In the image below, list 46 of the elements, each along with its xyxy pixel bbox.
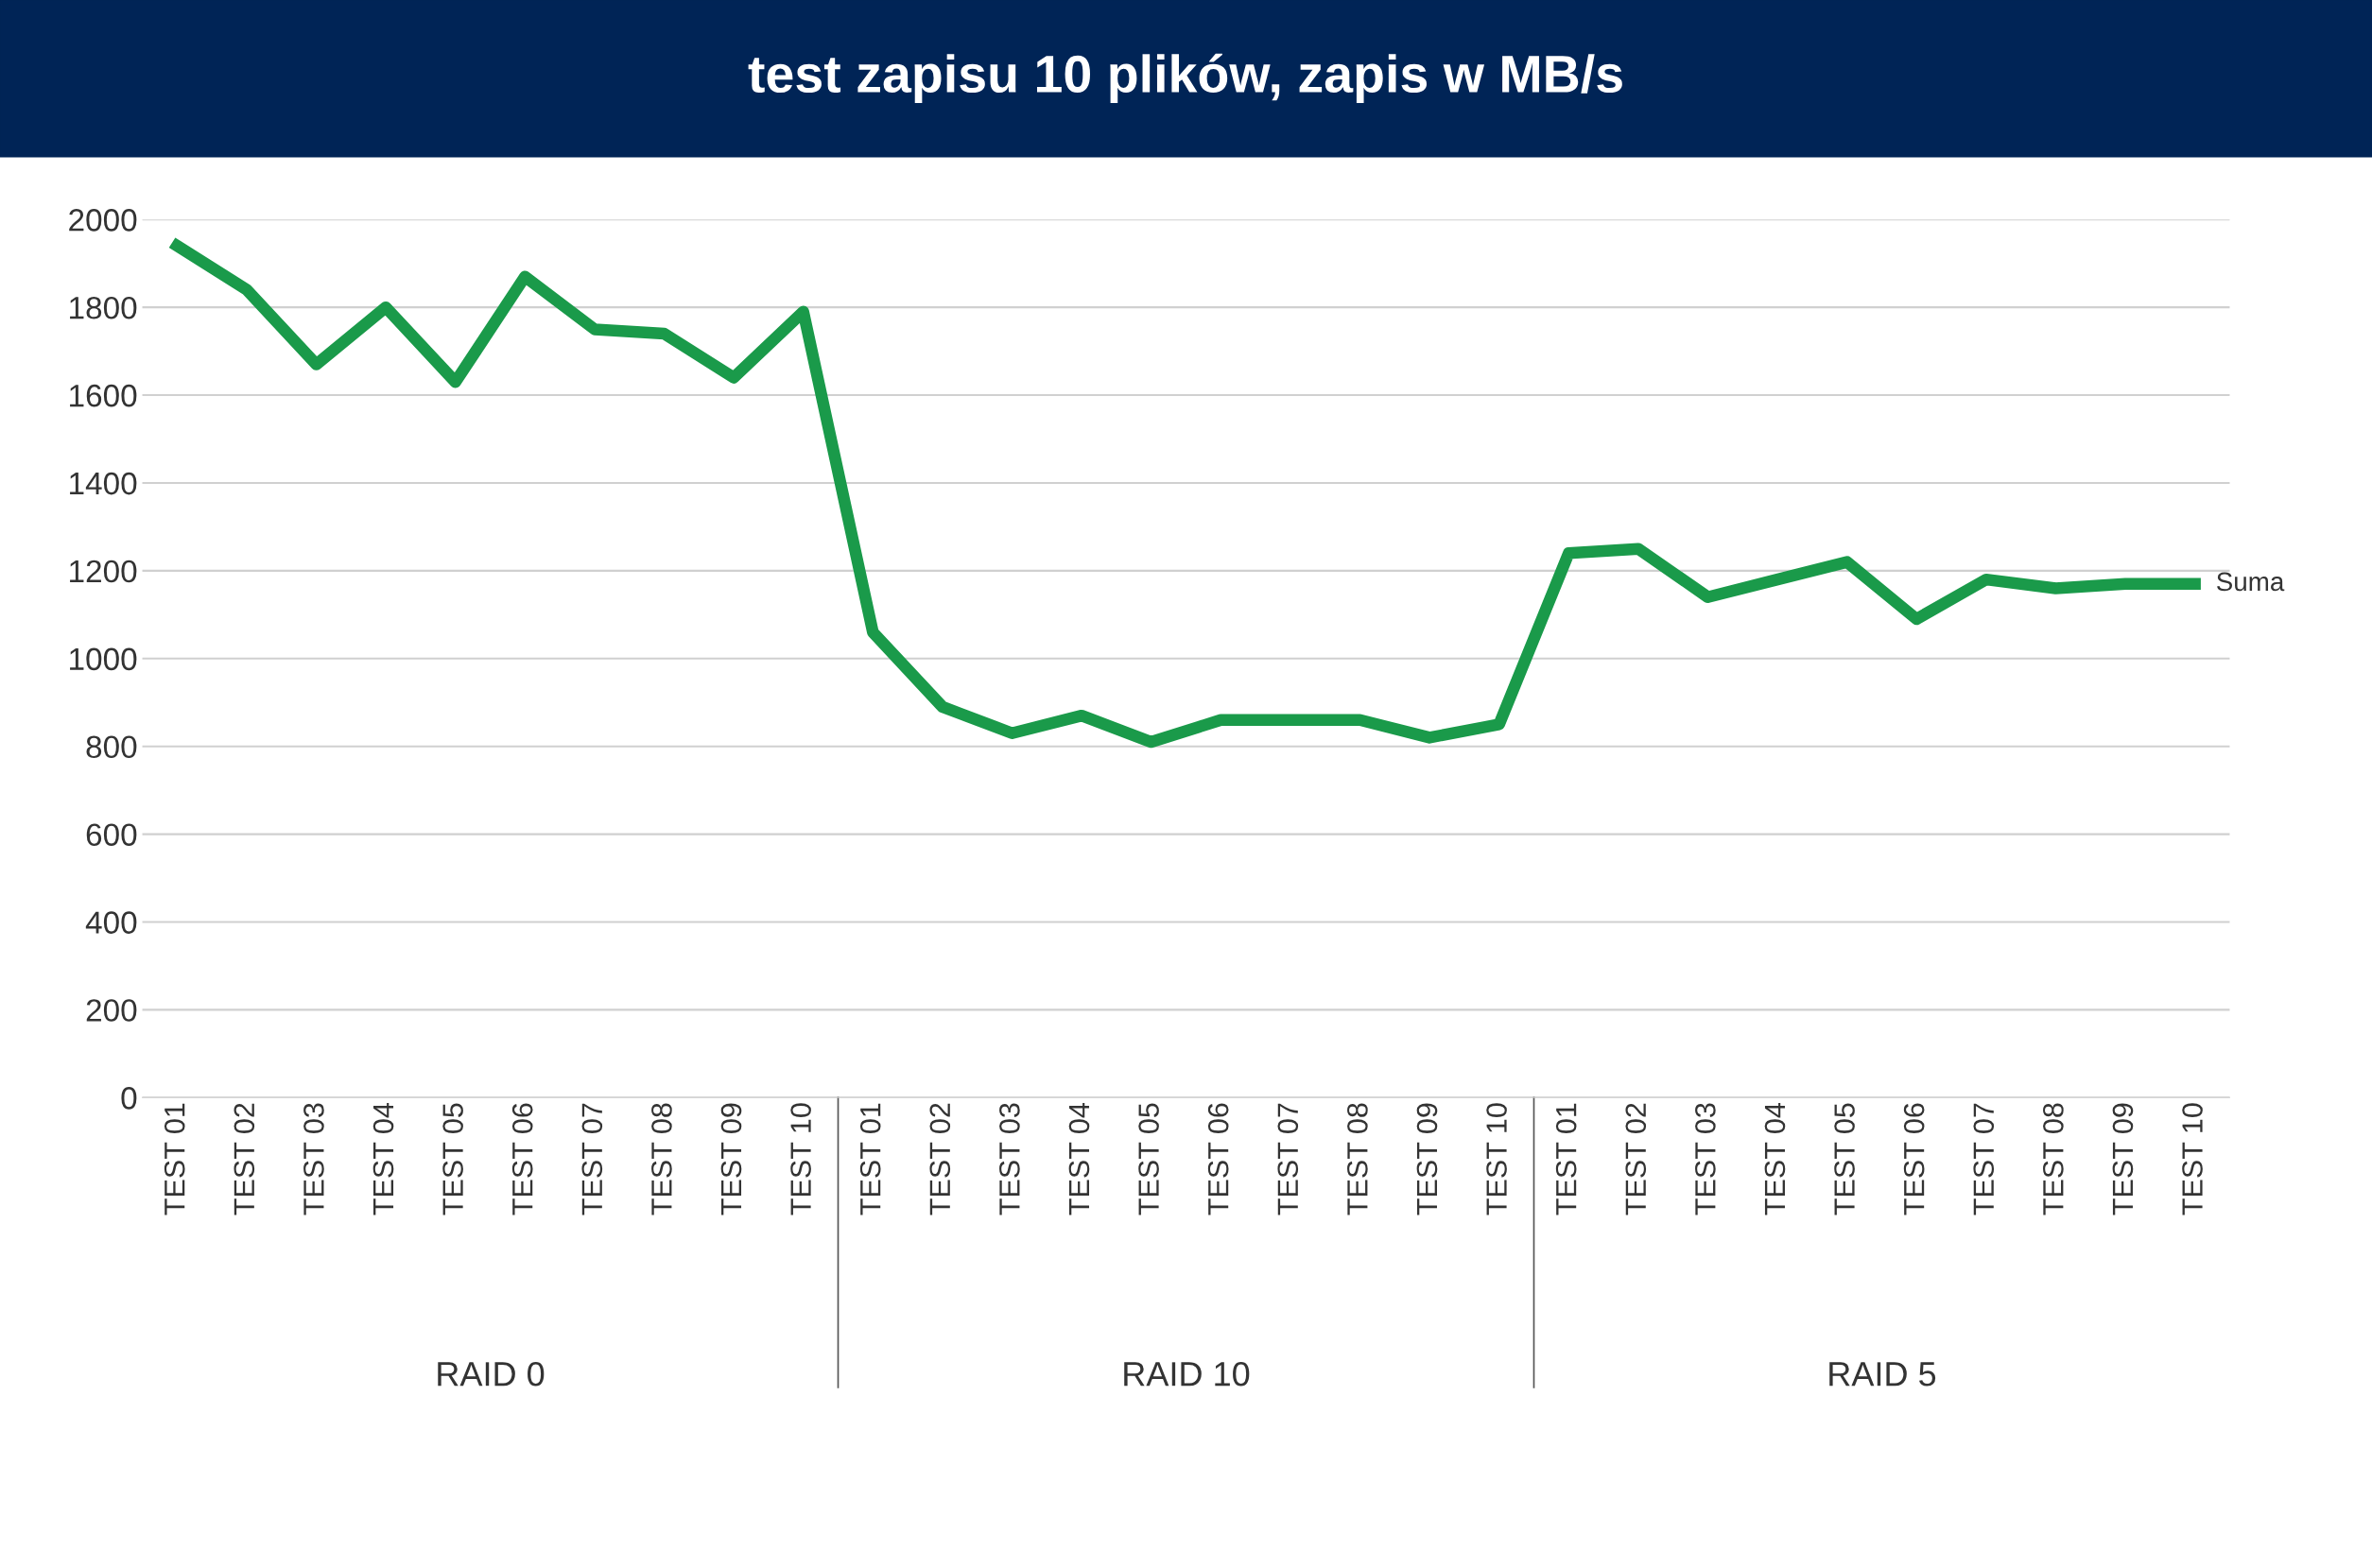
y-tick-label: 0 <box>121 1087 137 1110</box>
x-tick-label: TEST 09 <box>720 1103 742 1215</box>
x-tick-label: TEST 02 <box>929 1103 951 1215</box>
x-tick-label: TEST 01 <box>164 1103 185 1215</box>
y-tick-label: 1000 <box>70 647 137 671</box>
series-label: Suma <box>2217 572 2285 592</box>
y-tick-label: 400 <box>85 911 137 934</box>
x-tick-label: TEST 02 <box>1625 1103 1647 1215</box>
x-tick-label: TEST 09 <box>1416 1103 1438 1215</box>
x-tick-label: TEST 09 <box>2112 1103 2134 1215</box>
x-tick-label: TEST 05 <box>1834 1103 1855 1215</box>
x-tick-label: TEST 04 <box>1764 1103 1786 1215</box>
chart-title: test zapisu 10 plików, zapis w MB/s <box>748 53 1622 104</box>
x-tick-label: TEST 06 <box>1903 1103 1925 1215</box>
x-tick-label: TEST 01 <box>859 1103 881 1215</box>
text: RAID 5 <box>1829 1362 1936 1387</box>
x-tick-label: TEST 05 <box>442 1103 463 1215</box>
x-tick-label: TEST 07 <box>581 1103 603 1215</box>
x-tick-label: TEST 03 <box>1695 1103 1716 1215</box>
y-tick-label: 1400 <box>70 472 137 495</box>
x-tick-label: TEST 08 <box>2043 1103 2064 1215</box>
x-tick-label: TEST 07 <box>1277 1103 1299 1215</box>
x-tick-label: TEST 10 <box>790 1103 811 1215</box>
y-tick-label: 800 <box>86 735 137 759</box>
x-tick-label: TEST 08 <box>651 1103 672 1215</box>
x-tick-label: TEST 05 <box>1138 1103 1159 1215</box>
x-tick-label: TEST 10 <box>1486 1103 1507 1215</box>
y-tick-label: 1200 <box>70 560 137 583</box>
y-tick-label: 2000 <box>69 209 137 232</box>
y-tick-label: 200 <box>86 999 137 1022</box>
x-tick-label: TEST 03 <box>999 1103 1020 1215</box>
x-tick-label: TEST 02 <box>234 1103 255 1215</box>
x-tick-label: TEST 06 <box>511 1103 533 1215</box>
x-tick-label: TEST 10 <box>2182 1103 2203 1215</box>
x-tick-label: TEST 08 <box>1347 1103 1368 1215</box>
y-tick-label: 600 <box>86 823 137 846</box>
y-tick-label: 1800 <box>70 296 137 319</box>
text: RAID 10 <box>1124 1361 1250 1387</box>
x-tick-label: TEST 04 <box>1068 1103 1090 1215</box>
x-tick-label: TEST 01 <box>1555 1103 1577 1215</box>
x-tick-label: TEST 04 <box>372 1103 394 1215</box>
x-tick-label: TEST 06 <box>1207 1103 1229 1215</box>
y-tick-label: 1600 <box>70 384 137 407</box>
x-tick-label: TEST 03 <box>303 1103 324 1215</box>
x-tick-label: TEST 07 <box>1973 1103 1995 1215</box>
text: RAID 0 <box>438 1361 545 1387</box>
